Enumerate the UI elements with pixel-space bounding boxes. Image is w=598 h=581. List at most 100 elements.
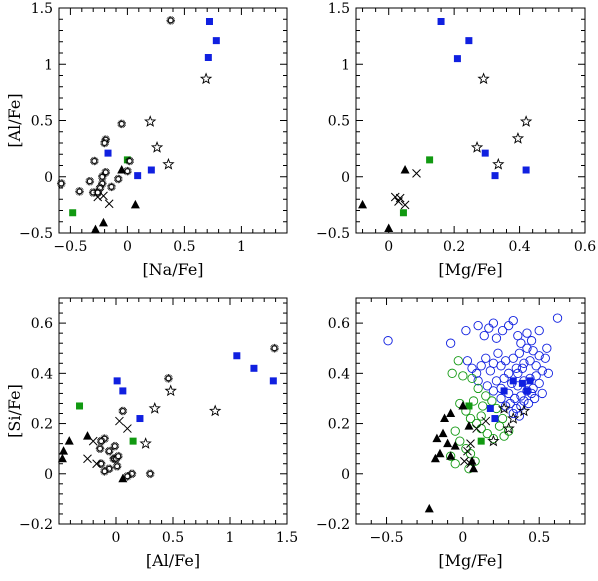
point-asterisk-center	[118, 121, 125, 127]
y-tick-label: 0.4	[31, 366, 53, 382]
point-asterisk-center	[97, 445, 103, 452]
point-cross	[472, 424, 481, 433]
point-triangle	[430, 453, 440, 463]
point-circle	[471, 418, 482, 429]
point-square	[477, 437, 485, 445]
point-square	[233, 352, 241, 360]
point-asterisk-center	[76, 188, 83, 195]
point-triangle	[446, 408, 456, 418]
point-asterisk-center	[126, 158, 133, 164]
x-tick-label: 0.4	[508, 239, 530, 255]
point-asterisk-center	[106, 448, 112, 454]
point-circle	[473, 320, 483, 331]
point-star	[487, 434, 500, 447]
point-circle	[482, 428, 492, 439]
point-asterisk-center	[58, 180, 64, 187]
point-triangle	[438, 428, 448, 438]
point-square	[509, 377, 517, 385]
point-cross	[92, 459, 101, 469]
point-circle	[476, 361, 486, 371]
point-cross	[83, 454, 92, 464]
point-cross	[460, 456, 469, 466]
point-square	[453, 55, 461, 63]
point-asterisk-center	[147, 471, 153, 477]
point-circle	[496, 361, 506, 371]
y-tick-label: 0	[341, 170, 350, 186]
point-circle	[491, 333, 502, 343]
point-circle	[493, 348, 503, 358]
point-asterisk-center	[112, 443, 118, 449]
y-tick-label: 0.2	[328, 417, 350, 433]
point-cross	[115, 416, 124, 426]
y-tick-label: 0.4	[328, 366, 350, 382]
point-circle	[534, 325, 544, 336]
point-triangle	[440, 413, 450, 423]
point-square	[522, 166, 530, 174]
point-circle	[543, 368, 554, 378]
x-tick-label: 0	[384, 239, 393, 255]
point-circle	[534, 378, 544, 389]
x-axis-title: [Mg/Fe]	[438, 260, 502, 279]
y-axis-title: [Si/Fe]	[5, 384, 24, 438]
point-square	[523, 387, 531, 395]
point-triangle	[458, 400, 468, 410]
point-square	[134, 172, 142, 180]
point-asterisk-center	[108, 184, 115, 190]
point-star	[164, 384, 177, 397]
y-tick-label: 0.6	[31, 316, 53, 332]
point-circle	[517, 363, 528, 373]
point-asterisk-center	[87, 178, 93, 184]
point-circle	[504, 368, 514, 378]
point-circle	[529, 393, 540, 404]
point-circle	[513, 368, 523, 378]
y-tick-label: 0.2	[31, 417, 53, 433]
point-square	[250, 364, 258, 372]
point-asterisk-center	[115, 453, 121, 459]
point-asterisk-center	[98, 461, 104, 467]
point-circle	[504, 320, 514, 331]
plot-frame	[58, 7, 288, 234]
plot-frame	[58, 297, 288, 525]
point-square	[104, 149, 112, 157]
point-cross	[99, 191, 108, 201]
point-asterisk-center	[124, 168, 131, 174]
y-tick-label: 0	[44, 170, 53, 186]
point-circle	[523, 398, 534, 409]
point-circle	[497, 325, 508, 336]
point-cross	[394, 197, 403, 206]
point-cross	[466, 439, 475, 448]
point-asterisk-center	[99, 180, 106, 187]
point-circle	[508, 408, 518, 419]
plot-frame	[355, 297, 586, 525]
y-tick-label: 1.5	[31, 1, 53, 17]
point-asterisk-center	[99, 174, 106, 180]
point-triangle	[435, 448, 445, 458]
y-tick-label: 1	[341, 57, 350, 73]
point-circle	[526, 336, 537, 346]
point-circle	[479, 331, 489, 341]
point-asterisk-center	[165, 375, 172, 382]
point-star	[148, 402, 161, 414]
point-circle	[488, 318, 499, 328]
point-circle	[383, 336, 393, 346]
point-circle	[522, 343, 532, 353]
point-circle	[522, 328, 532, 338]
point-square	[491, 172, 499, 180]
point-square	[69, 209, 77, 217]
point-circle	[514, 411, 525, 421]
point-circle	[450, 426, 460, 436]
x-axis-title: [Na/Fe]	[142, 260, 203, 279]
point-circle	[500, 356, 511, 366]
point-circle	[461, 325, 471, 336]
point-star	[150, 141, 164, 153]
point-circle	[505, 398, 515, 409]
point-circle	[525, 356, 535, 366]
point-circle	[488, 386, 499, 396]
point-circle	[467, 373, 477, 384]
y-tick-label: 1	[44, 57, 53, 73]
point-triangle	[464, 421, 474, 430]
point-square	[491, 415, 499, 423]
point-circle	[458, 371, 468, 381]
point-triangle	[130, 199, 140, 209]
